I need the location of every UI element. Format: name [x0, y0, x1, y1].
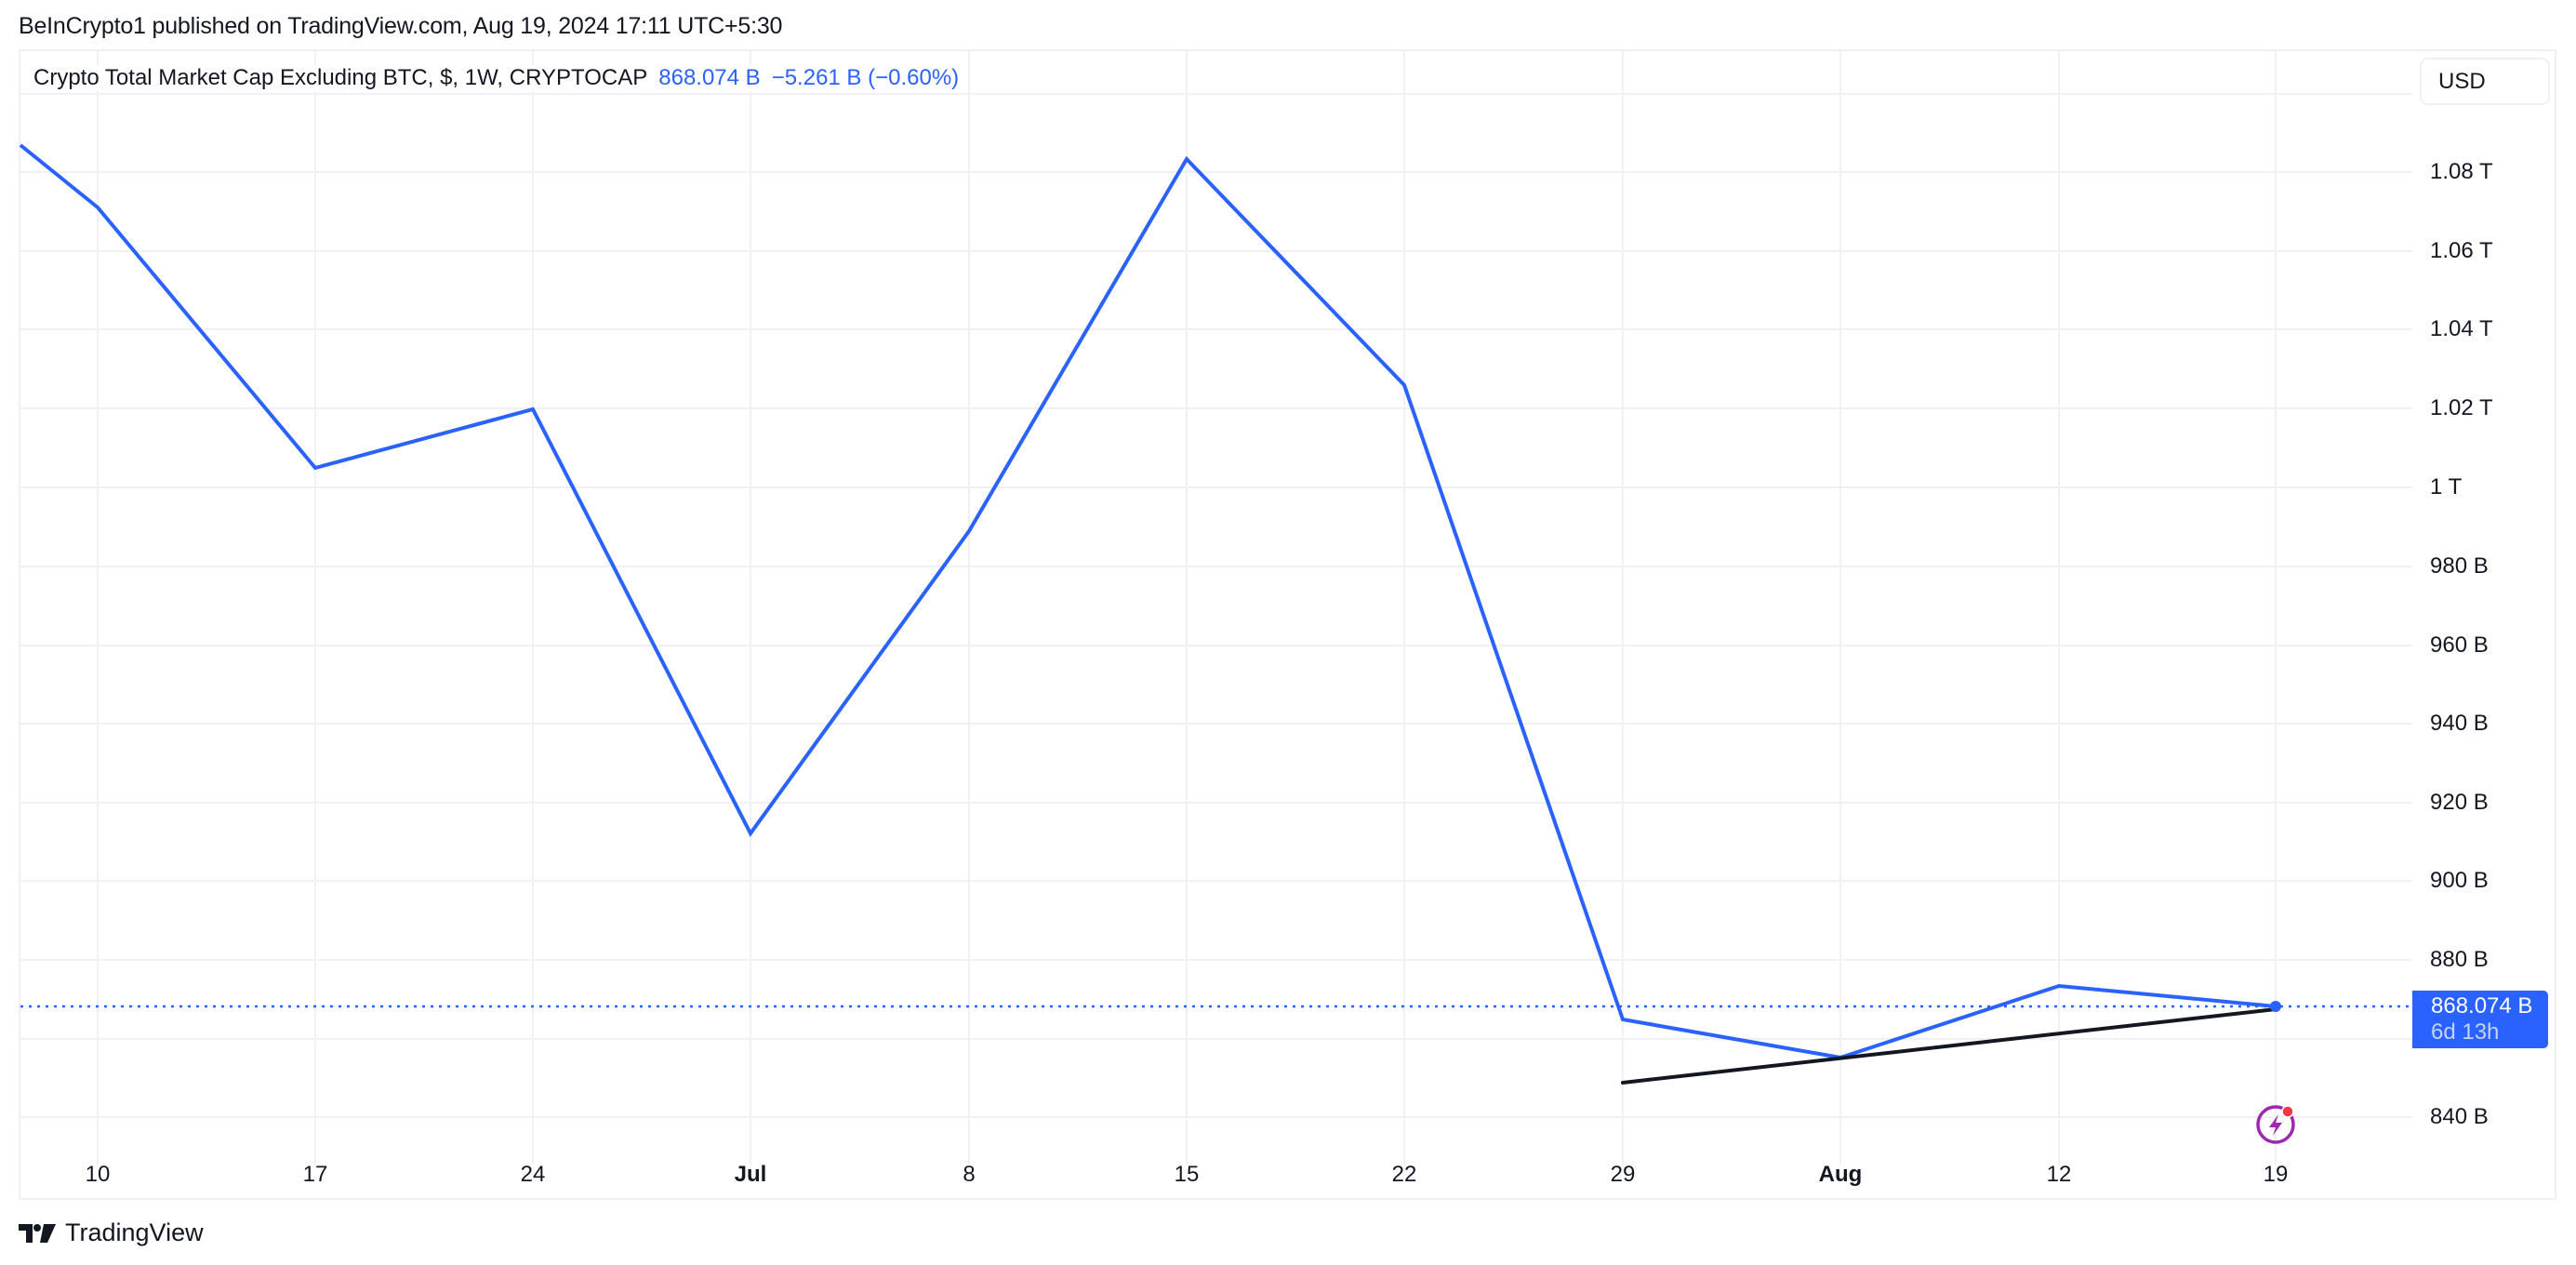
last-value: 868.074 B — [658, 65, 761, 90]
price-tick: 940 B — [2430, 711, 2489, 736]
bar-countdown: 6d 13h — [2431, 1019, 2500, 1045]
time-tick: 8 — [963, 1162, 976, 1187]
brand-name: TradingView — [65, 1218, 204, 1246]
last-price-tag-value: 868.074 B — [2431, 993, 2533, 1019]
time-tick-month: Jul — [734, 1162, 767, 1187]
chart-frame[interactable] — [19, 49, 2556, 1200]
price-tick: 960 B — [2430, 632, 2489, 658]
support-trendline — [1621, 1007, 2277, 1085]
price-tick: 1.04 T — [2430, 316, 2493, 341]
grid — [20, 51, 2412, 1165]
price-tick: 900 B — [2430, 868, 2489, 893]
price-tick: 1.08 T — [2430, 159, 2493, 184]
time-tick: 22 — [1391, 1162, 1417, 1187]
price-change: −5.261 B (−0.60%) — [771, 65, 960, 90]
publish-info: BeInCrypto1 published on TradingView.com… — [19, 13, 783, 39]
tradingview-logo-icon — [19, 1223, 56, 1243]
price-tick: 880 B — [2430, 947, 2489, 972]
lightning-alert-icon[interactable] — [2255, 1103, 2298, 1146]
currency-button[interactable]: USD — [2420, 58, 2550, 105]
time-tick-month: Aug — [1818, 1162, 1863, 1187]
time-tick: 29 — [1610, 1162, 1636, 1187]
price-tick: 840 B — [2430, 1104, 2489, 1129]
price-tick: 1.06 T — [2430, 238, 2493, 263]
price-tick: 1.02 T — [2430, 395, 2493, 420]
price-series-line — [19, 143, 2277, 1060]
series-legend[interactable]: Crypto Total Market Cap Excluding BTC, $… — [33, 65, 965, 91]
time-tick: 10 — [85, 1162, 111, 1187]
last-price-dot — [2270, 1001, 2281, 1012]
price-tick: 1 T — [2430, 474, 2463, 499]
time-tick: 12 — [2046, 1162, 2072, 1187]
symbol-title: Crypto Total Market Cap Excluding BTC, $… — [33, 65, 648, 90]
last-price-tag: 868.074 B 6d 13h — [2412, 991, 2548, 1048]
price-tick: 980 B — [2430, 553, 2489, 579]
time-tick: 17 — [302, 1162, 328, 1187]
time-tick: 15 — [1174, 1162, 1200, 1187]
time-tick: 19 — [2263, 1162, 2289, 1187]
time-tick: 24 — [520, 1162, 546, 1187]
price-tick: 920 B — [2430, 790, 2489, 815]
tradingview-brand[interactable]: TradingView — [19, 1218, 204, 1247]
